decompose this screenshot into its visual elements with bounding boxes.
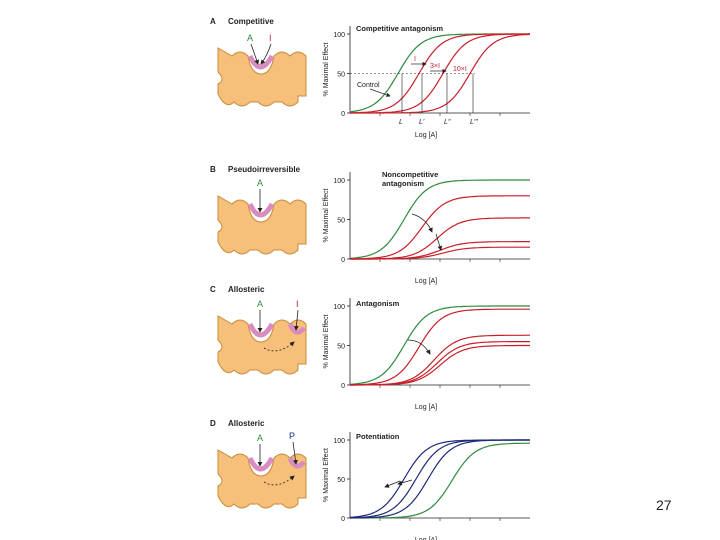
y-axis-label: % Maximal Effect [323,448,330,502]
inhibitor-annotation: I [414,56,416,63]
receptor-d [217,449,307,509]
control-arrow [369,88,391,97]
x-axis-label: Log [A] [415,132,437,139]
series-curve-10-i [350,33,531,114]
conc-3-annotation: 3×I [430,63,440,70]
x-axis-label: Log [A] [415,537,437,540]
x-tick-label: L' [419,119,425,126]
receptor-b [217,195,307,255]
panel-c: C Allosteric A I [210,285,307,375]
series-curve-potentiator-3 [349,439,530,518]
y-tick-label: 0 [341,516,345,523]
y-axis-label: % Maximal Effect [323,314,330,368]
panel-b-title: Pseudoirreversible [228,165,301,174]
x-tick-label: L" [444,119,451,126]
effect-arrow [411,213,433,233]
series-curve-antagonist-1 [349,195,530,260]
chart-noncompetitive: 100 50 0 % Maximal Effect Log [A] Noncompetit… [323,170,530,285]
y-tick-label: 50 [337,218,345,225]
inhibitor-c-label: I [296,299,299,309]
series-curve-antagonist-1 [350,308,530,386]
panel-b-letter: B [210,165,216,174]
ligand-a-label: A [247,33,253,43]
x-axis-label: Log [A] [415,278,437,285]
series-curve-control [350,442,530,519]
receptor-c [217,315,307,375]
ligand-b-label: A [257,178,263,188]
effect-arrow [435,233,443,251]
inhibitor-label: I [269,33,272,43]
panel-a: A Competitive A I [210,17,307,107]
series-curve-control [349,305,530,385]
y-tick-label: 100 [333,178,345,185]
y-tick-label: 0 [341,257,345,264]
panel-a-title: Competitive [228,17,274,26]
chart-competitive: 100 50 0 % Maximal Effect Log [A] Competitive… [323,24,531,139]
panel-c-letter: C [210,285,216,294]
y-axis-label: % Maximal Effect [323,188,330,242]
potentiator-label: P [289,431,295,441]
panel-d: D Allosteric A P [210,419,307,509]
series-curve-antagonist-3 [350,241,530,260]
panel-b: B Pseudoirreversible A [210,165,307,255]
y-axis-label: % Maximal Effect [323,42,330,96]
x-tick-label: L [399,119,403,126]
potentiation-arrow [384,480,401,488]
series-curve-antagonist-2 [350,217,530,260]
chart-title-line2: antagonism [382,179,424,188]
chart-antagonism: 100 50 0 % Maximal Effect Log [A] Antagonism [323,298,530,411]
conc-10-annotation: 10×I [453,66,467,73]
series-curve-control [349,179,530,259]
page-number: 27 [656,497,672,513]
x-axis-label: Log [A] [415,404,437,411]
panel-a-letter: A [210,17,216,26]
receptor-a [217,47,307,107]
ligand-c-label: A [257,299,263,309]
y-tick-label: 0 [341,383,345,390]
y-tick-label: 50 [337,72,345,79]
chart-title-line1: Noncompetitive [382,170,438,179]
ligand-d-label: A [257,433,263,443]
potentiation-arrow [397,479,413,486]
y-tick-label: 100 [333,438,345,445]
panel-d-title: Allosteric [228,419,265,428]
series-curve-potentiator-2 [350,439,530,519]
panel-d-letter: D [210,419,216,428]
x-tick-label: L"' [470,119,478,126]
y-tick-label: 100 [333,304,345,311]
chart-title: Potentiation [356,432,400,441]
chart-title: Antagonism [356,299,400,308]
y-tick-label: 0 [341,111,345,118]
chart-title: Competitive antagonism [356,24,443,33]
y-tick-label: 100 [333,32,345,39]
series-curve-antagonist-4 [350,246,530,260]
chart-potentiation: 100 50 0 % Maximal Effect Log [A] Potentiatio… [323,432,530,540]
control-annotation: Control [357,82,380,89]
y-tick-label: 50 [337,344,345,351]
panel-c-title: Allosteric [228,285,265,294]
y-tick-label: 50 [337,477,345,484]
effect-arrow [407,339,431,355]
series-curve-potentiator-1 [350,439,530,519]
series-curve-antagonist-4 [350,344,530,386]
